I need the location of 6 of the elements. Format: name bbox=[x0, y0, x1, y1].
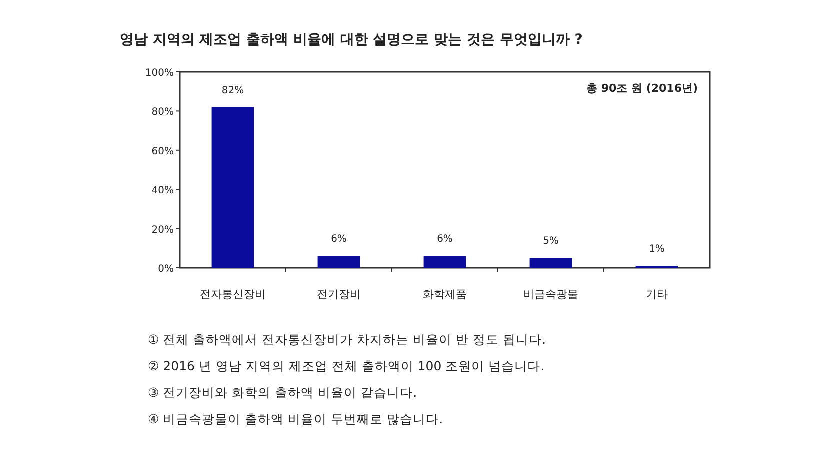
annotation: ④ 비금속광물이 출하액 비율이 두번째로 많습니다. bbox=[148, 412, 444, 426]
annotation: ② 2016 년 영남 지역의 제조업 전체 출하액이 100 조원이 넘습니다. bbox=[148, 358, 545, 374]
title: 영남 지역의 제조업 출하액 비율에 대한 설명으로 맞는 것은 무엇입니까 ? bbox=[120, 32, 583, 48]
annotation: ③ 전기장비와 화학의 출하액 비율이 같습니다. bbox=[148, 385, 418, 400]
annotation: ① 전체 출하액에서 전자통신장비가 차지하는 비율이 반 정도 됩니다. bbox=[148, 332, 546, 347]
annotation: 총 90조 원 (2016년) bbox=[586, 82, 698, 95]
